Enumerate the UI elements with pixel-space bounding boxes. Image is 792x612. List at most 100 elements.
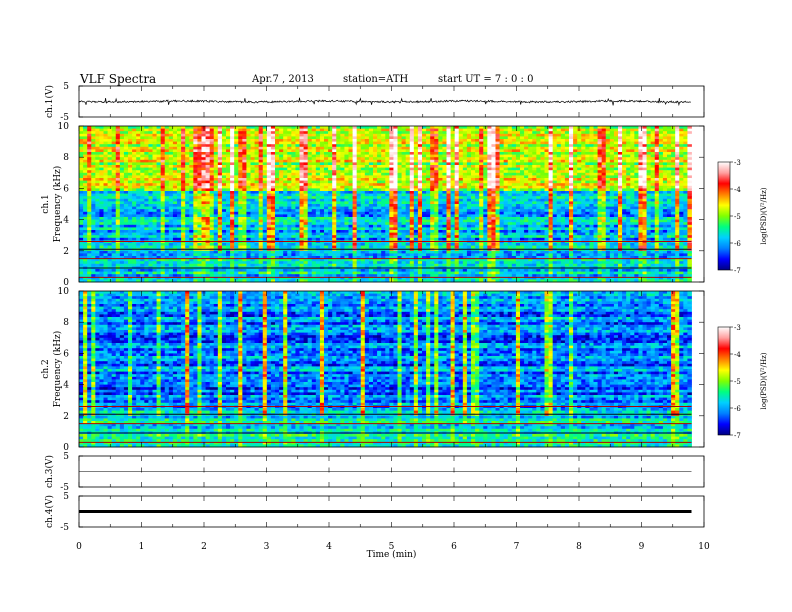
ch1-spectrogram-cell [140, 162, 145, 166]
ch1-spectrogram-cell [573, 193, 578, 197]
ch1-spectrogram-cell [266, 149, 272, 153]
ch1-spectrogram-cell [315, 154, 321, 158]
ch1-spectrogram-cell [589, 193, 594, 197]
ch1-spectrogram-cell [299, 152, 304, 155]
ch1-spectrogram-cell [499, 183, 505, 187]
ch1-spectrogram-cell [654, 191, 660, 194]
ch1-spectrogram-cell [679, 204, 684, 207]
ch1-spectrogram-cell [115, 206, 121, 210]
ch1-spectrogram-cell [299, 165, 304, 168]
ch1-spectrogram-cell [650, 149, 656, 153]
ch1-spectrogram-cell [148, 131, 153, 135]
ch1-spectrogram-cell [119, 198, 125, 202]
ch1-spectrogram-cell [430, 159, 435, 163]
ch1-spectrogram-cell [83, 128, 88, 132]
ch1-spectrogram-cell [491, 206, 496, 210]
ch1-spectrogram-cell [172, 180, 178, 184]
ch1-spectrogram-cell [626, 128, 631, 132]
ch1-spectrogram-cell [585, 131, 590, 135]
ch1-spectrogram-cell [577, 159, 582, 163]
ch1-spectrogram-cell [552, 144, 558, 148]
ch1-spectrogram-cell [356, 141, 362, 145]
ch1-spectrogram-cell [466, 170, 472, 174]
ch1-spectrogram-cell [262, 196, 268, 200]
ch1-spectrogram-cell [332, 193, 337, 197]
ch1-spectrogram-cell [389, 201, 394, 205]
ch1-spectrogram-cell [658, 126, 664, 129]
ch1-spectrogram-cell [622, 206, 627, 210]
ch1-spectrogram-cell [99, 165, 104, 168]
ch1-spectrogram-cell [675, 206, 680, 210]
ch1-spectrogram-cell [340, 167, 345, 171]
ch1-spectrogram-cell [491, 191, 496, 194]
ch1-spectrogram-cell [164, 170, 170, 174]
ch1-spectrogram-cell [495, 144, 500, 148]
ch1-spectrogram-cell [495, 175, 500, 179]
ch1-spectrogram-cell [622, 144, 627, 148]
ch1-spectrogram-cell [164, 180, 170, 184]
ch1-spectrogram-cell [213, 180, 219, 184]
ch1-spectrogram-cell [528, 204, 533, 207]
ch1-spectrogram-cell [564, 131, 570, 135]
ch1-spectrogram-cell [613, 126, 619, 129]
ch1-spectrogram-cell [303, 146, 309, 150]
ch1-spectrogram-cell [462, 206, 468, 210]
ch1-spectrogram-cell [136, 136, 141, 140]
ch1-spectrogram-cell [679, 191, 684, 194]
ch1-spectrogram-cell [528, 146, 533, 150]
ch1-spectrogram-cell [511, 188, 517, 192]
ch1-spectrogram-cell [409, 185, 415, 189]
ch1-spectrogram-cell [291, 175, 296, 179]
ch1-spectrogram-cell [450, 193, 456, 197]
ch1-spectrogram-cell [560, 157, 566, 161]
ch1-spectrogram-cell [683, 126, 688, 129]
ch1-spectrogram-cell [209, 191, 215, 194]
ch1-spectrogram-cell [279, 191, 284, 194]
ch1-spectrogram-cell [495, 193, 500, 197]
ch1-spectrogram-cell [458, 139, 464, 142]
ch1-spectrogram-cell [275, 178, 280, 181]
ch1-spectrogram-cell [654, 146, 660, 150]
ch1-spectrogram-cell [442, 159, 447, 163]
ch1-spectrogram-cell [201, 204, 206, 207]
ch1-spectrogram-cell [520, 183, 525, 187]
ch1-spectrogram-cell [471, 201, 476, 205]
ch1-spectrogram-cell [589, 149, 594, 153]
ch1-spectrogram-cell [91, 183, 96, 187]
ch1-spectrogram-cell [201, 180, 206, 184]
ch1-spectrogram-cell [658, 157, 664, 161]
ch1-spectrogram-cell [385, 146, 390, 150]
ch1-spectrogram-cell [201, 172, 206, 176]
ch1-spectrogram-cell [569, 165, 574, 168]
ch1-spectrogram-cell [217, 126, 223, 129]
ch1-spectrogram-cell [581, 175, 586, 179]
ch1-spectrogram-cell [348, 191, 353, 194]
ch1-spectrogram-cell [103, 170, 108, 174]
ch1-spectrogram-cell [654, 206, 660, 210]
ch1-spectrogram-cell [311, 167, 317, 171]
ch1-spectrogram-cell [479, 180, 484, 184]
ch1-spectrogram-cell [667, 198, 672, 202]
ch1-spectrogram-cell [144, 206, 149, 210]
ch1-spectrogram-cell [115, 175, 121, 179]
ch1-spectrogram-cell [654, 133, 660, 137]
ch1-spectrogram-cell [524, 133, 529, 137]
ch1-spectrogram-cell [226, 152, 231, 155]
ch1-spectrogram-cell [315, 141, 321, 145]
ch1-spectrogram-cell [217, 183, 223, 187]
ch1-spectrogram-cell [336, 188, 341, 192]
ch1-spectrogram-cell [119, 196, 125, 200]
ch1-spectrogram-cell [564, 206, 570, 210]
ch1-spectrogram-cell [340, 157, 345, 161]
ch1-spectrogram-cell [373, 159, 378, 163]
ch1-spectrogram-cell [152, 154, 157, 158]
ch1-spectrogram-cell [466, 180, 472, 184]
ch1-spectrogram-cell [454, 144, 460, 148]
ch1-spectrogram-cell [450, 141, 456, 145]
ch1-spectrogram-cell [168, 159, 174, 163]
ch1-spectrogram-cell [295, 165, 300, 168]
ch1-spectrogram-cell [479, 204, 484, 207]
ch1-spectrogram-cell [442, 133, 447, 137]
ch1-spectrogram-cell [589, 154, 594, 158]
ch1-spectrogram-cell [258, 128, 264, 132]
